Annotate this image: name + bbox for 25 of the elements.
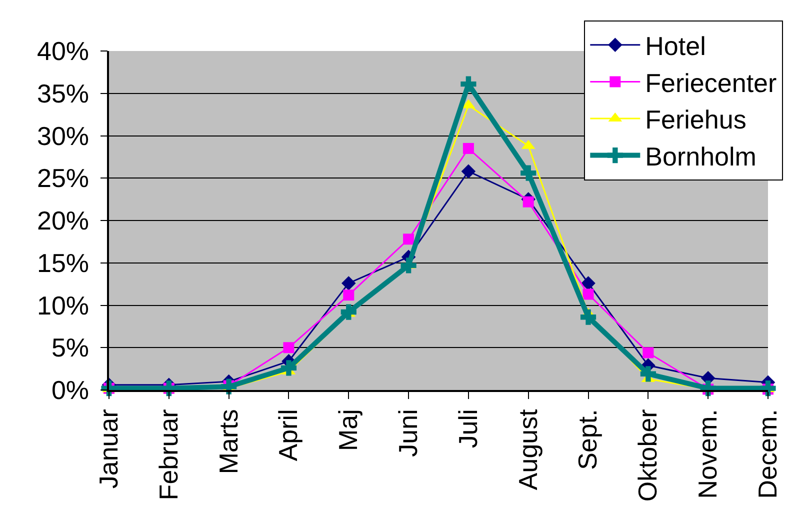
x-tick-label: Januar bbox=[93, 408, 124, 489]
y-tick-label: 30% bbox=[37, 120, 90, 151]
x-tick-label: April bbox=[273, 409, 304, 462]
x-tick-label: Decem. bbox=[752, 409, 782, 499]
legend-label: Bornholm bbox=[645, 141, 756, 172]
y-tick-label: 15% bbox=[37, 248, 90, 278]
legend-label: Hotel bbox=[645, 31, 706, 62]
y-tick-label: 5% bbox=[51, 332, 90, 363]
x-tick-label: Marts bbox=[213, 409, 244, 474]
y-tick-label: 25% bbox=[37, 163, 90, 194]
x-tick-label: Sept. bbox=[572, 409, 603, 470]
legend-label: Feriehus bbox=[645, 104, 746, 135]
y-tick-label: 35% bbox=[37, 78, 90, 108]
x-tick-label: Maj bbox=[333, 409, 364, 452]
x-tick-label: August bbox=[512, 408, 543, 490]
legend-label: Feriecenter bbox=[645, 68, 777, 98]
y-tick-label: 20% bbox=[37, 206, 90, 236]
x-tick-label: Novem. bbox=[692, 409, 723, 499]
y-tick-label: 10% bbox=[37, 290, 90, 320]
x-tick-label: Oktober bbox=[632, 408, 663, 502]
y-tick-label: 0% bbox=[51, 375, 90, 406]
x-tick-label: Februar bbox=[153, 408, 184, 500]
x-tick-label: Juli bbox=[452, 409, 483, 448]
x-tick-label: Juni bbox=[393, 409, 423, 457]
y-tick-label: 40% bbox=[37, 36, 90, 66]
